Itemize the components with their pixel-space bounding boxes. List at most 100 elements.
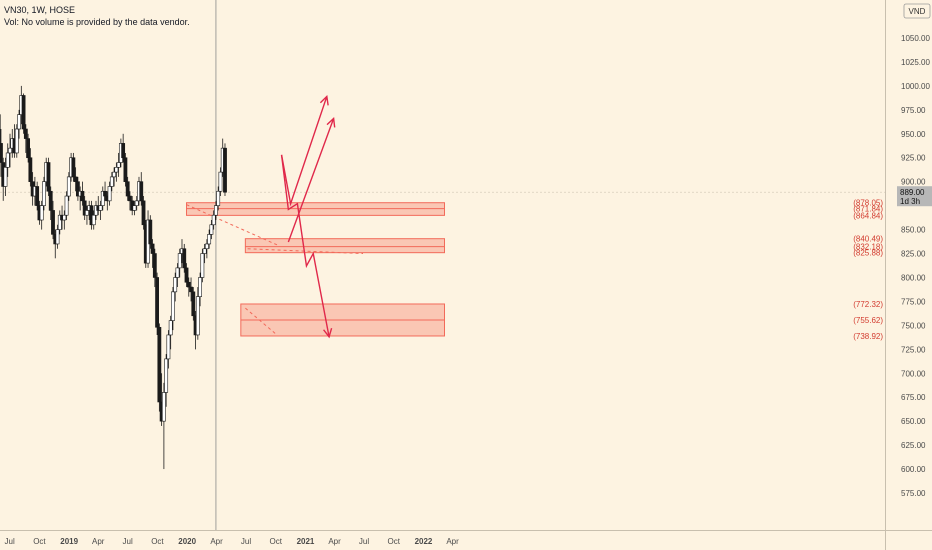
price-tick-label: 675.00: [901, 393, 926, 402]
candle-body: [157, 326, 162, 403]
time-tick-label: Apr: [92, 537, 105, 546]
candle-body: [202, 248, 207, 254]
candle-body: [17, 114, 21, 130]
candle-body: [48, 190, 53, 211]
candle-body: [55, 229, 60, 245]
candle: [168, 315, 173, 350]
candle: [116, 152, 121, 177]
candle: [57, 210, 62, 235]
candle-body: [112, 171, 116, 178]
candle-body: [14, 128, 19, 154]
price-tick-label: 925.00: [901, 154, 926, 163]
price-tick-label: 700.00: [901, 369, 926, 378]
price-tick-label: 1050.00: [901, 34, 930, 43]
candle: [155, 272, 159, 335]
candle-body: [26, 138, 31, 159]
zone-price-label: (840.49): [853, 235, 883, 244]
candle: [152, 248, 157, 288]
time-tick-label: Oct: [270, 537, 283, 546]
candle: [91, 210, 96, 230]
candle: [216, 186, 221, 211]
candle-body: [123, 157, 128, 182]
candle: [164, 354, 169, 407]
candle: [204, 239, 209, 259]
countdown-label: 1d 3h: [900, 197, 920, 206]
dashed-guide-line: [247, 248, 364, 255]
zone-band: [244, 238, 445, 254]
candle: [184, 263, 189, 288]
candle-body: [139, 181, 144, 202]
candle-body: [152, 253, 157, 278]
currency-badge: [903, 3, 931, 19]
plot-area: [0, 0, 885, 530]
candle-body: [141, 200, 146, 226]
candle-body: [5, 152, 10, 168]
price-tick-label: 950.00: [901, 130, 926, 139]
candle-body: [150, 243, 155, 254]
candle-body: [51, 210, 55, 235]
candle: [175, 263, 180, 288]
candle-body: [155, 277, 159, 328]
candle: [71, 152, 76, 182]
candle-body: [8, 147, 12, 154]
candle-body: [171, 291, 175, 321]
candle-body: [207, 234, 212, 245]
candle-body: [200, 253, 205, 278]
candle: [82, 196, 87, 220]
candle: [64, 191, 69, 220]
candle-body: [175, 267, 180, 278]
candle: [21, 93, 26, 134]
candle-body: [114, 167, 119, 173]
zone-price-label: (772.32): [853, 300, 883, 309]
candle: [14, 124, 19, 158]
price-tick-label: 800.00: [901, 273, 926, 282]
candle: [103, 181, 107, 201]
arrow-head: [319, 94, 329, 106]
time-tick-label: Apr: [328, 537, 341, 546]
candle: [139, 172, 144, 206]
candle: [62, 210, 67, 230]
zone-price-label: (825.88): [853, 249, 883, 258]
candle: [171, 287, 175, 331]
supply-demand-zone: [244, 238, 445, 254]
price-tick-label: 975.00: [901, 106, 926, 115]
candle-body: [161, 392, 166, 422]
price-tick-label: 725.00: [901, 345, 926, 354]
candle-body: [23, 128, 28, 139]
candle-body: [64, 195, 69, 216]
candle: [23, 124, 28, 153]
candle: [66, 172, 71, 201]
time-tick-label: Jul: [241, 537, 251, 546]
candle: [55, 224, 60, 249]
candle-body: [125, 181, 130, 197]
candle: [141, 196, 146, 230]
candle: [17, 109, 21, 139]
zone-price-label: (871.84): [853, 205, 883, 214]
projection-arrow: [280, 96, 328, 207]
candle: [121, 133, 126, 163]
candle-body: [214, 205, 218, 216]
candle: [189, 277, 193, 302]
candle: [214, 200, 218, 220]
candle-body: [218, 171, 223, 192]
candle-body: [189, 286, 193, 293]
candle-body: [204, 243, 209, 250]
candle-body: [216, 190, 221, 206]
candle: [128, 191, 132, 211]
time-tick-label: Apr: [446, 537, 459, 546]
candle: [75, 176, 80, 201]
candle: [5, 143, 10, 177]
zone-price-label: (832.18): [853, 243, 883, 252]
candle-body: [28, 157, 33, 182]
time-tick-label: Jul: [123, 537, 133, 546]
candle: [46, 157, 51, 197]
zone-price-label: (738.92): [853, 332, 883, 341]
candle: [211, 210, 216, 230]
candle: [186, 277, 191, 297]
candle-body: [186, 281, 191, 288]
candle-body: [62, 214, 67, 221]
candle-body: [166, 334, 171, 360]
candle-body: [109, 176, 114, 187]
candle-body: [42, 181, 46, 206]
